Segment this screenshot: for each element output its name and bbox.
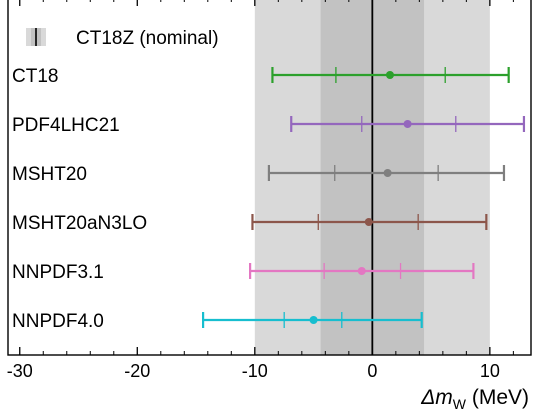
- row-label: PDF4LHC21: [12, 115, 120, 136]
- legend: CT18Z (nominal): [26, 28, 219, 49]
- row-label: CT18: [12, 66, 58, 87]
- row-nnpdf40: NNPDF4.0: [12, 311, 423, 332]
- central-point: [385, 71, 394, 79]
- row-label: NNPDF3.1: [12, 262, 104, 283]
- central-point: [309, 316, 318, 324]
- row-label: MSHT20aN3LO: [12, 213, 147, 234]
- x-axis: -30 -20 -10 0 10: [7, 0, 514, 381]
- x-tick-label: 0: [367, 361, 377, 381]
- central-point: [364, 218, 373, 226]
- central-point: [357, 267, 366, 275]
- plot-frame: [7, 0, 532, 356]
- x-axis-label: ΔmW (MeV): [420, 386, 529, 411]
- central-point: [403, 120, 412, 128]
- row-label: MSHT20: [12, 164, 87, 185]
- uncertainty-bands: [254, 0, 490, 355]
- legend-label: CT18Z (nominal): [76, 28, 219, 49]
- row-label: NNPDF4.0: [12, 311, 104, 332]
- row-nnpdf31: NNPDF3.1: [12, 262, 475, 283]
- row-pdf4lhc21: PDF4LHC21: [12, 115, 526, 136]
- x-tick-label: 10: [480, 361, 500, 381]
- x-tick-label: -20: [124, 361, 150, 381]
- central-point: [383, 169, 392, 177]
- row-msht20an3lo: MSHT20aN3LO: [12, 213, 488, 234]
- x-tick-label: -10: [242, 361, 268, 381]
- x-tick-label: -30: [7, 361, 33, 381]
- row-msht20: MSHT20: [12, 164, 506, 185]
- pdf-rows: CT18 PDF4LHC21 MSHT20 MSHT20aN3LO NNPDF3.1 NN…: [12, 66, 526, 332]
- row-ct18: CT18: [12, 66, 510, 87]
